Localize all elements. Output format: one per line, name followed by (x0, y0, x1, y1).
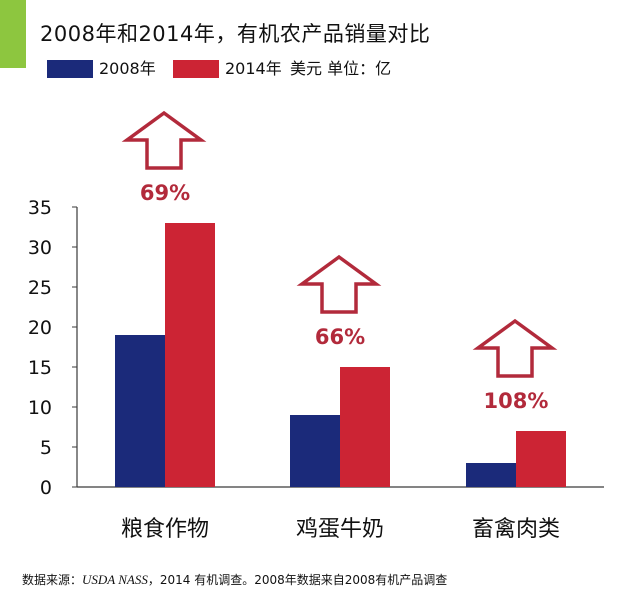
growth-label: 66% (315, 325, 365, 349)
growth-label: 108% (484, 389, 549, 413)
bar-2014-1 (165, 223, 215, 487)
legend-swatch-2008 (47, 60, 93, 78)
category-label: 鸡蛋牛奶 (296, 517, 384, 542)
y-tick-label: 15 (28, 357, 52, 379)
category-label: 粮食作物 (121, 517, 209, 542)
bar-2008-1 (115, 335, 165, 487)
y-tick-label: 10 (28, 397, 52, 419)
y-tick-label: 35 (28, 197, 52, 219)
y-tick-label: 5 (40, 437, 52, 459)
source-rest: ，2014 有机调查。2008年数据来自2008有机产品调查 (147, 573, 448, 587)
bar-2008-3 (466, 463, 516, 487)
y-tick-label: 20 (28, 317, 52, 339)
y-tick-label: 0 (40, 477, 52, 499)
category-label: 畜禽肉类 (472, 517, 560, 542)
up-arrow-icon (472, 318, 558, 378)
legend-swatch-2014 (173, 60, 219, 78)
source-prefix: 数据来源： (22, 573, 83, 587)
legend-label-2014: 2014年 (225, 59, 282, 78)
up-arrow-icon (296, 254, 382, 314)
bar-2014-3 (516, 431, 566, 487)
chart-title: 2008年和2014年，有机农产品销量对比 (40, 22, 431, 46)
y-tick-label: 25 (28, 277, 52, 299)
up-arrow-icon (121, 110, 207, 170)
accent-bar (0, 0, 26, 68)
source-note: 数据来源：USDA NASS，2014 有机调查。2008年数据来自2008有机… (22, 571, 447, 588)
growth-label: 69% (140, 181, 190, 205)
legend-label-2008: 2008年 (99, 59, 156, 78)
bar-2008-2 (290, 415, 340, 487)
unit-label: 美元 单位：亿 (290, 59, 392, 78)
bar-2014-2 (340, 367, 390, 487)
source-italic: USDA NASS (82, 572, 148, 587)
y-tick-label: 30 (28, 237, 52, 259)
